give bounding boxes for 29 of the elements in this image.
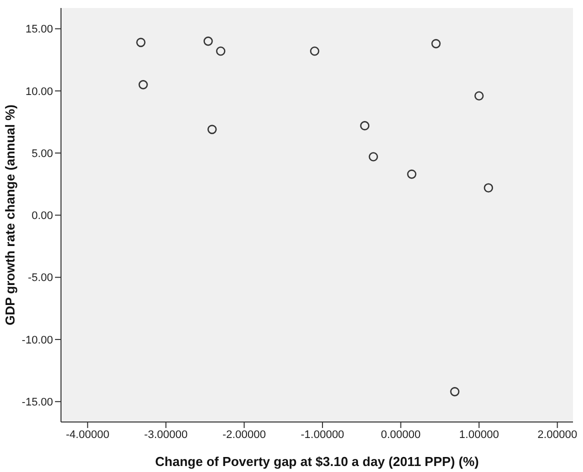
- point: [368, 152, 378, 162]
- point: [407, 170, 416, 179]
- point: [450, 387, 460, 396]
- point: [484, 183, 494, 192]
- point: [207, 124, 217, 134]
- point: [431, 39, 441, 48]
- y-axis-title: GDP growth rate change (annual %): [2, 104, 18, 326]
- y-tick-label: 5.00: [32, 148, 53, 160]
- y-tick-label: 10.00: [25, 86, 53, 98]
- x-tick-label: 2.00000: [537, 428, 578, 441]
- point: [216, 46, 226, 56]
- point: [474, 91, 484, 101]
- x-tick-label: -1.00000: [300, 428, 344, 441]
- y-tick-label: -5.00: [28, 272, 53, 284]
- x-axis-title: Change of Poverty gap at $3.10 a day (2011 PPP) (%): [155, 454, 479, 469]
- x-tick-label: 0.00000: [380, 428, 421, 441]
- point: [310, 46, 320, 56]
- y-tick-label: -10.00: [22, 334, 53, 346]
- y-tick-label: 15.00: [25, 24, 53, 36]
- point: [138, 80, 148, 90]
- x-tick-label: -4.00000: [66, 428, 110, 441]
- point: [204, 36, 213, 46]
- x-tick-label: -3.00000: [144, 428, 188, 441]
- point: [360, 121, 370, 130]
- x-tick-label: -2.00000: [222, 428, 266, 441]
- x-tick-label: 1.00000: [459, 428, 499, 441]
- y-tick-label: 0.00: [32, 210, 53, 222]
- point: [136, 38, 146, 48]
- y-tick-label: -15.00: [22, 396, 53, 409]
